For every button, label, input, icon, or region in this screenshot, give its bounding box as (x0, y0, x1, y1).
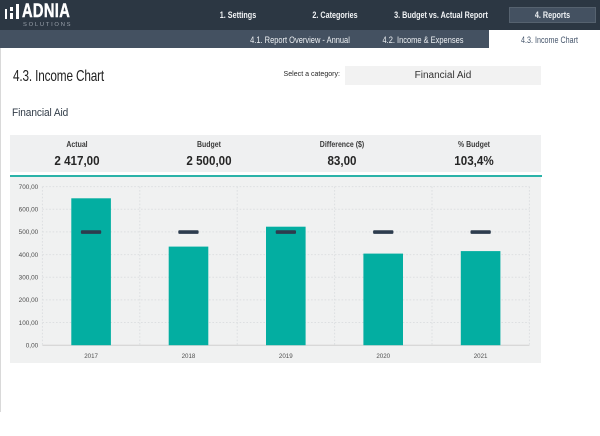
svg-text:2018: 2018 (182, 353, 196, 360)
svg-text:0,00: 0,00 (26, 343, 39, 350)
svg-text:2019: 2019 (279, 353, 293, 360)
svg-text:600,00: 600,00 (19, 207, 39, 214)
svg-text:200,00: 200,00 (19, 297, 39, 304)
svg-text:2020: 2020 (376, 353, 390, 360)
svg-text:2021: 2021 (474, 353, 488, 360)
svg-text:300,00: 300,00 (19, 275, 39, 282)
svg-text:2017: 2017 (84, 353, 98, 360)
svg-text:400,00: 400,00 (19, 252, 39, 259)
svg-text:500,00: 500,00 (19, 229, 39, 236)
svg-text:100,00: 100,00 (19, 320, 39, 327)
svg-text:700,00: 700,00 (19, 184, 39, 191)
